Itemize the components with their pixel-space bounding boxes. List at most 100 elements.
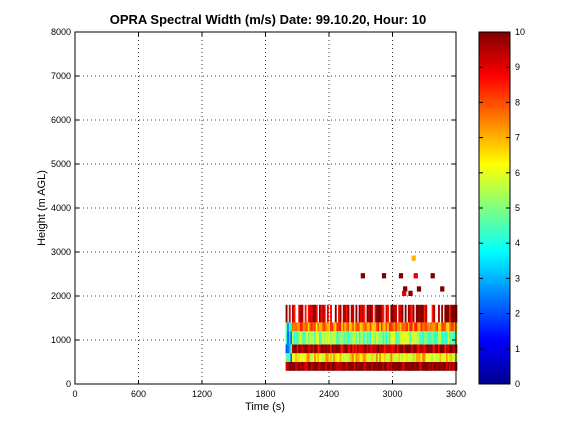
colorbar (478, 31, 511, 385)
heatmap-cell (355, 344, 358, 354)
heatmap-cell (442, 331, 445, 345)
heatmap-cell (317, 322, 320, 332)
heatmap-cell (425, 304, 428, 323)
heatmap-cell (363, 353, 366, 362)
heatmap-cell (382, 331, 385, 345)
heatmap-cell (374, 322, 377, 332)
heatmap-cell (341, 353, 344, 362)
heatmap-cell (433, 331, 436, 345)
heatmap-cell (390, 322, 393, 332)
heatmap-cell (452, 331, 455, 345)
heatmap-cell (291, 322, 294, 332)
heatmap-cell (320, 362, 323, 371)
colorbar-tick-label: 5 (515, 203, 520, 213)
heatmap-cell (453, 353, 456, 362)
heatmap-cell (299, 322, 302, 332)
heatmap-cell (358, 362, 361, 371)
heatmap-cell (350, 331, 353, 345)
heatmap-cell (287, 362, 290, 371)
heatmap-cell (361, 353, 364, 362)
heatmap-cell (426, 362, 429, 371)
heatmap-cell (390, 362, 393, 371)
heatmap-cell (331, 331, 334, 345)
heatmap-cell (395, 344, 398, 354)
heatmap-cell (322, 331, 325, 345)
heatmap-cell (380, 353, 383, 362)
heatmap-cell (377, 353, 380, 362)
heatmap-cell (439, 331, 442, 345)
heatmap-cell (407, 344, 410, 354)
colorbar-tick-label: 3 (515, 273, 520, 283)
heatmap-cell (301, 362, 304, 371)
heatmap-cell (428, 322, 431, 332)
heatmap-cell (422, 344, 425, 354)
heatmap-cell (418, 304, 421, 323)
heatmap-cell (290, 331, 293, 345)
heatmap-cell (296, 362, 299, 371)
heatmap-cell (420, 304, 423, 323)
heatmap-cell (436, 362, 439, 371)
heatmap-cell (360, 353, 363, 362)
heatmap-cell (301, 304, 304, 323)
heatmap-cell (408, 290, 413, 296)
heatmap-cell (431, 353, 434, 362)
heatmap-cell (350, 362, 353, 371)
heatmap-cell (444, 304, 447, 323)
heatmap-cell (422, 322, 425, 332)
heatmap-cell (384, 344, 386, 354)
heatmap-cell (371, 304, 374, 323)
heatmap-cell (366, 353, 369, 362)
grid (75, 32, 456, 384)
heatmap-cell (318, 322, 321, 332)
heatmap-cell (318, 362, 321, 371)
heatmap-cell (326, 344, 329, 354)
heatmap-cell (407, 322, 410, 332)
heatmap-cell (326, 322, 329, 332)
heatmap-cell (426, 322, 429, 332)
heatmap-cell (333, 331, 336, 345)
heatmap-cell (371, 353, 374, 362)
heatmap-cell (385, 322, 388, 332)
heatmap-cell (444, 353, 447, 362)
heatmap-cell (382, 362, 385, 371)
x-tick-label: 600 (131, 389, 146, 399)
heatmap-cell (317, 362, 320, 371)
heatmap-cell (434, 362, 437, 371)
heatmap-cell (322, 322, 325, 332)
heatmap-cell (306, 322, 309, 332)
heatmap-cell (355, 353, 358, 362)
heatmap-cell (285, 362, 288, 371)
heatmap-cell (407, 362, 410, 371)
heatmap-cell (363, 304, 366, 323)
heatmap-cell (303, 322, 305, 332)
heatmap-cell (307, 353, 310, 362)
heatmap-cell (344, 353, 347, 362)
heatmap-cell (423, 331, 426, 345)
heatmap-cell (449, 362, 452, 371)
heatmap-cell (439, 322, 442, 332)
heatmap-cell (318, 353, 321, 362)
heatmap-cell (372, 362, 375, 371)
heatmap-cell (418, 344, 421, 354)
heatmap-cell (425, 353, 428, 362)
heatmap-cell (358, 331, 361, 345)
heatmap-cell (402, 290, 407, 296)
heatmap-cell (425, 344, 428, 354)
heatmap-cell (403, 344, 405, 354)
heatmap-cell (345, 304, 348, 323)
heatmap-cell (368, 304, 371, 323)
heatmap-cell (334, 353, 337, 362)
heatmap-cell (423, 344, 426, 354)
heatmap-cell (342, 362, 345, 371)
heatmap-cell (431, 362, 434, 371)
heatmap-cell (409, 344, 412, 354)
colorbar-tick-label: 7 (515, 133, 520, 143)
heatmap-cell (366, 344, 369, 354)
heatmap-cell (298, 331, 301, 345)
heatmap-cell (301, 331, 304, 345)
x-tick-label: 1200 (192, 389, 212, 399)
heatmap-cell (453, 304, 456, 323)
heatmap-cell (393, 362, 396, 371)
heatmap-cell (355, 304, 358, 323)
heatmap-cell (352, 362, 355, 371)
